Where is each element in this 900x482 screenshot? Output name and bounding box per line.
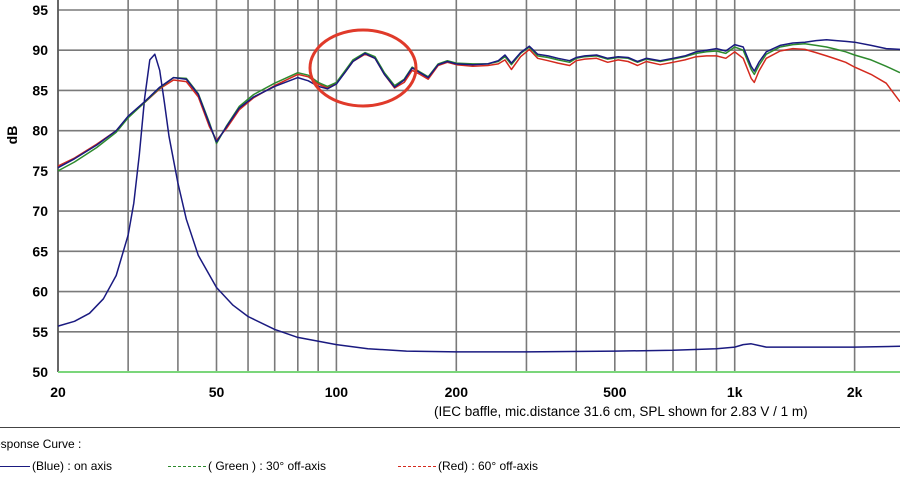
- x-tick-labels: 20 50 100 200 500 1k 2k: [50, 384, 862, 400]
- x-tick-500: 500: [603, 384, 627, 400]
- y-axis-label: dB: [4, 126, 20, 145]
- legend-label-green: ( Green ) : 30° off-axis: [208, 459, 326, 473]
- measurement-note: (IEC baffle, mic.distance 31.6 cm, SPL s…: [434, 404, 808, 419]
- y-tick-90: 90: [32, 42, 48, 58]
- x-tick-20: 20: [50, 384, 66, 400]
- legend-title: esponse Curve :: [0, 437, 82, 451]
- legend-swatch-red: [398, 466, 436, 468]
- series-line-2: [57, 47, 900, 167]
- series-line-3: [57, 53, 900, 353]
- y-tick-65: 65: [32, 243, 48, 259]
- legend-label-red: (Red) : 60° off-axis: [438, 459, 538, 473]
- y-tick-85: 85: [32, 82, 48, 98]
- y-tick-60: 60: [32, 284, 48, 300]
- x-tick-2k: 2k: [847, 384, 863, 400]
- highlight-circle: [308, 28, 418, 108]
- legend-divider: [0, 427, 900, 428]
- y-tick-50: 50: [32, 364, 48, 380]
- legend-label-blue: (Blue) : on axis: [32, 459, 113, 473]
- series-line-1: [57, 43, 900, 172]
- y-tick-75: 75: [32, 163, 48, 179]
- legend-item-red: (Red) : 60° off-axis: [398, 459, 538, 473]
- x-tick-50: 50: [209, 384, 225, 400]
- x-tick-1k: 1k: [727, 384, 743, 400]
- y-tick-80: 80: [32, 123, 48, 139]
- legend-swatch-blue: [0, 466, 30, 468]
- y-tick-labels: 50 55 60 65 70 75 80 85 90 95: [32, 2, 48, 380]
- legend: esponse Curve : (Blue) : on axis ( Green…: [0, 430, 900, 482]
- x-tick-100: 100: [325, 384, 349, 400]
- x-tick-200: 200: [445, 384, 469, 400]
- legend-swatch-green: [168, 466, 206, 468]
- y-tick-70: 70: [32, 203, 48, 219]
- y-tick-55: 55: [32, 324, 48, 340]
- series-lines: [57, 39, 900, 353]
- grid: [57, 0, 900, 373]
- legend-item-blue: (Blue) : on axis: [0, 459, 112, 473]
- y-tick-95: 95: [32, 2, 48, 18]
- series-line-0: [57, 39, 900, 169]
- legend-item-green: ( Green ) : 30° off-axis: [168, 459, 326, 473]
